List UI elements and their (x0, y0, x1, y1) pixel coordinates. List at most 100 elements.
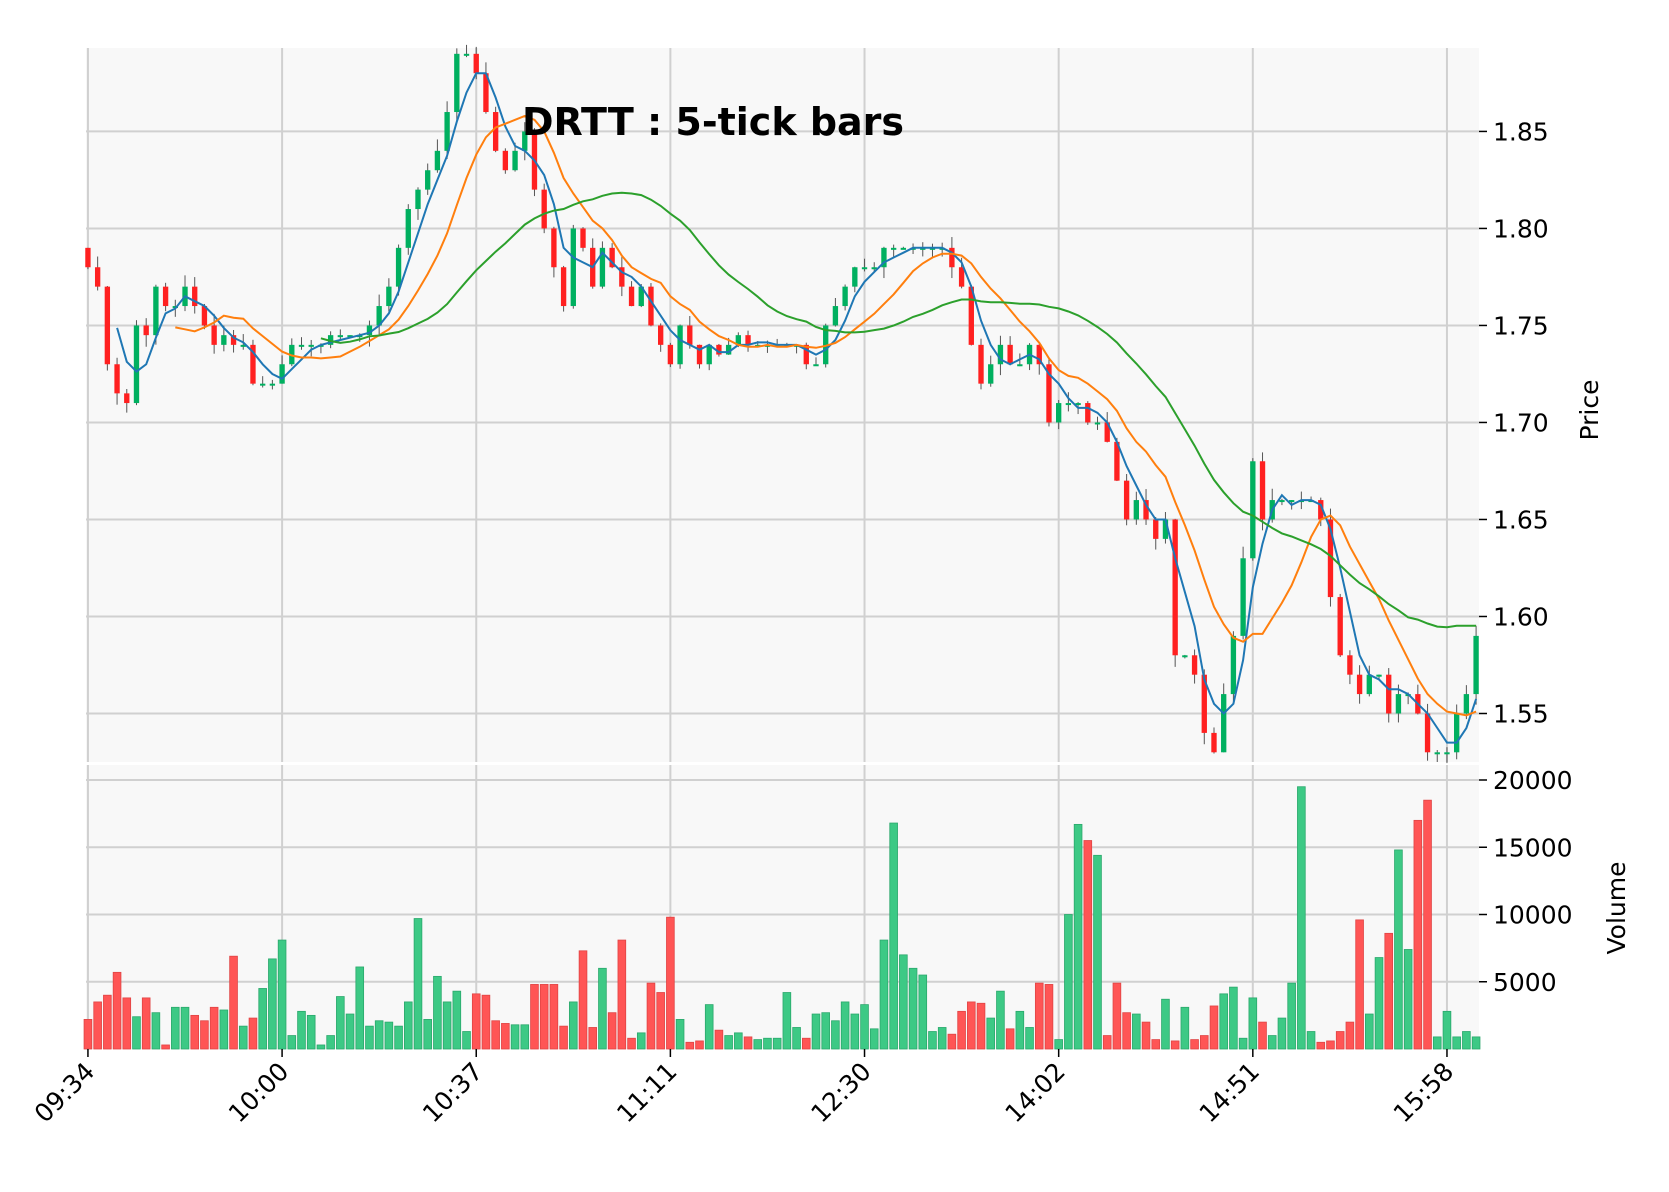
volume-bar (1151, 1039, 1161, 1050)
volume-bar (986, 1017, 996, 1050)
volume-bar (1170, 1040, 1180, 1050)
candle-body (425, 170, 431, 190)
candle-body (269, 383, 276, 386)
volume-bar (200, 1020, 209, 1050)
price-panel: 1.55 1.60 1.65 1.70 1.75 1.80 1.85 Price (85, 44, 1604, 764)
candle-body (677, 325, 683, 365)
price-tick-label: 1.70 (1493, 408, 1549, 437)
volume-bar (1413, 819, 1423, 1050)
candle-body (890, 247, 897, 250)
volume-bar (1403, 949, 1413, 1050)
volume-bar (132, 1016, 141, 1050)
candle-body (1250, 461, 1256, 559)
candle-body (706, 344, 712, 365)
candle-body (104, 286, 111, 365)
volume-bar (238, 1025, 248, 1050)
candle-body (1356, 674, 1363, 695)
candle-body (211, 325, 217, 345)
volume-bar (1287, 982, 1296, 1050)
volume-bar (743, 1036, 753, 1050)
volume-bar (772, 1037, 782, 1050)
volume-bar (869, 1028, 879, 1050)
candle-body (85, 247, 91, 268)
volume-bar (617, 939, 627, 1050)
volume-bar (976, 1002, 986, 1050)
volume-bar (1248, 997, 1258, 1050)
candle-body (696, 344, 703, 365)
candle-body (551, 228, 557, 268)
price-tick-label: 1.60 (1493, 602, 1549, 631)
candle-body (1201, 674, 1207, 733)
volume-bar (1005, 1028, 1015, 1050)
candle-body (1017, 364, 1023, 367)
candle-body (978, 344, 984, 384)
candle-body (1162, 519, 1169, 539)
volume-bar (1442, 1010, 1452, 1050)
volume-bar (1238, 1037, 1248, 1050)
candle-body (279, 364, 285, 384)
price-tick-label: 1.80 (1493, 214, 1549, 243)
candle-body (1288, 500, 1295, 503)
candle-body (958, 267, 965, 287)
volume-bar (1345, 1021, 1355, 1050)
volume-bar (996, 990, 1005, 1050)
volume-bar (937, 1027, 947, 1050)
candle-body (94, 267, 101, 287)
candle-body (988, 364, 994, 384)
volume-bar (277, 939, 287, 1050)
candle-body (463, 53, 470, 56)
candle-body (725, 344, 732, 355)
candle-body (648, 286, 654, 326)
volume-bar (840, 1001, 850, 1050)
candle-body (483, 73, 489, 113)
volume-bar (336, 996, 345, 1050)
candle-body (376, 306, 382, 326)
candle-body (347, 335, 353, 338)
volume-bar (1034, 982, 1044, 1050)
candle-body (1386, 674, 1392, 714)
candle-body (337, 335, 344, 338)
volume-bar (1267, 1035, 1277, 1050)
candle-body (1191, 655, 1198, 675)
candle-body (1424, 713, 1431, 753)
volume-bar (666, 916, 675, 1050)
candle-body (434, 150, 441, 171)
price-panel-background (86, 48, 1479, 762)
candle-body (1337, 597, 1343, 656)
candle-body (124, 393, 130, 404)
volume-bar (1073, 823, 1083, 1050)
volume-bar (1093, 854, 1102, 1050)
price-axis-label: Price (1575, 380, 1604, 441)
candle-body (1085, 403, 1091, 423)
volume-bar (1316, 1041, 1326, 1050)
volume-bar (792, 1027, 801, 1050)
volume-bar (539, 984, 549, 1050)
volume-bar (190, 1014, 200, 1050)
candle-body (512, 150, 518, 171)
volume-tick-label: 15000 (1493, 833, 1573, 862)
candle-body (609, 247, 615, 268)
candle-body (1094, 422, 1101, 425)
volume-y-tick-labels: 5000 10000 15000 20000 (1479, 766, 1573, 997)
volume-bar (452, 990, 462, 1050)
volume-bar (656, 992, 665, 1050)
candle-body (1454, 713, 1460, 753)
volume-bar (1462, 1031, 1471, 1050)
volume-bar (462, 1031, 471, 1050)
volume-bar (1112, 982, 1122, 1050)
volume-bar (209, 1006, 219, 1050)
candle-body (444, 112, 450, 151)
candle-body (240, 344, 246, 347)
candle-body (492, 112, 499, 151)
volume-bar (112, 971, 122, 1050)
volume-bar (442, 1001, 452, 1050)
volume-bar (384, 1021, 394, 1050)
volume-bar (1083, 840, 1093, 1050)
volume-bar (1335, 1031, 1345, 1050)
candle-body (1172, 519, 1178, 656)
candle-body (1366, 674, 1372, 695)
volume-bar (1306, 1031, 1316, 1050)
candle-body (560, 267, 567, 307)
volume-bar (782, 992, 792, 1050)
